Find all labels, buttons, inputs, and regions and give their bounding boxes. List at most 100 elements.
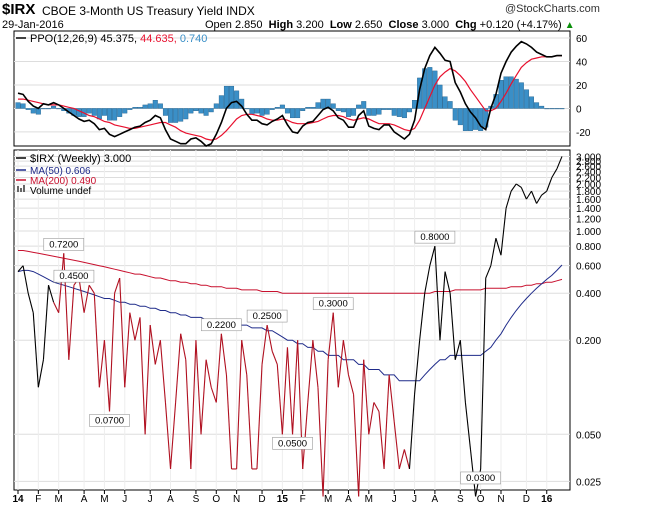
ppo-histogram-bar [208,108,214,113]
ppo-histogram-bar [330,103,336,109]
price-tick-label: 2.000 [576,180,601,191]
brand-watermark: @StockCharts.com [505,3,600,15]
price-segment [266,324,273,352]
ppo-tick-label: 40 [576,58,588,69]
price-segment [144,325,151,435]
ppo-histogram-bar [188,108,194,114]
ppo-histogram-bar [229,85,235,109]
ppo-histogram-bar [549,108,555,110]
ppo-histogram-bar [20,103,26,109]
x-tick-label: F [35,494,41,505]
ma200-line [18,250,563,294]
price-segment [58,253,65,313]
ppo-histogram-bar [534,102,540,109]
ppo-histogram-bar [132,107,138,109]
ppo-histogram-bar [178,108,184,122]
ma50-legend: MA(50) 0.606 [30,166,91,177]
price-segment [408,394,416,469]
close-value: 3.000 [421,19,450,31]
ppo-histogram-bar [320,98,326,109]
price-segment [22,265,29,294]
open-value: 2.850 [234,19,263,31]
price-segment [291,340,299,435]
price-segment [256,364,263,469]
ppo-histogram-bar [315,102,321,109]
ppo-histogram-bar [478,108,484,131]
price-segment [53,302,60,313]
ppo-histogram-bar [544,108,550,110]
price-segment [454,340,461,360]
price-segment [505,190,512,209]
ppo-histogram-bar [91,108,97,116]
price-segment [98,340,105,388]
price-segment [159,340,166,403]
price-segment [480,278,487,469]
x-tick-label: 15 [277,494,289,505]
price-segment [180,333,187,360]
price-segment [327,312,334,360]
ppo-histogram-bar [46,108,51,110]
price-segment [439,271,446,341]
x-tick-label: S [193,494,200,505]
price-annotation-box [312,297,354,311]
price-tick-label: 2.200 [576,174,601,185]
price-segment [536,194,543,204]
ppo-histogram-bar [213,103,219,109]
price-segment [276,364,283,435]
ppo-histogram-bar [76,108,82,117]
x-tick-label: 16 [541,494,553,505]
ppo-tick-label: 0 [576,104,582,115]
price-segment [388,374,395,422]
price-annotation-box [246,309,288,323]
ppo-histogram-bar [279,104,285,109]
price-segment [378,411,385,470]
ppo-tick-label: -20 [576,128,591,139]
price-segment [215,333,222,403]
ppo-histogram-bar [269,108,275,110]
price-segment [93,293,100,388]
ppo-histogram-bar [56,108,62,110]
price-segment [434,246,441,341]
price-tick-label: 2.400 [576,168,601,179]
price-segment [546,177,553,192]
ppo-histogram-bar [157,103,163,109]
price-segment [261,325,268,365]
ppo-histogram-bar [518,82,524,109]
price-segment [78,277,85,313]
price-tick-label: 2.600 [576,162,601,173]
x-tick-label: M [55,494,63,505]
ppo-histogram-bar [467,108,473,131]
ppo-histogram-bar [142,104,148,109]
x-tick-label: F [300,494,306,505]
high-value: 3.200 [296,19,324,31]
x-tick-label: A [345,494,352,505]
ppo-histogram-bar [340,108,346,113]
price-segment [124,312,131,388]
x-tick-label: M [324,494,332,505]
price-segment [510,183,517,192]
ppo-histogram-bar [386,108,392,110]
ppo-histogram-bar [15,102,21,109]
x-tick-label: S [457,494,464,505]
price-segment [495,238,502,256]
price-segment [68,285,75,360]
ppo-histogram-bar [51,105,57,109]
price-segment [241,340,248,375]
symbol: $IRX [2,1,36,18]
price-annotation: 0.7200 [49,239,78,250]
x-tick-label: A [81,494,88,505]
price-segment [210,387,217,403]
x-tick-label: D [258,494,265,505]
price-segment [393,421,400,470]
price-annotation-box [53,269,95,283]
ppo-histogram-bar [513,78,519,109]
quote-line: Open 2.850 High 3.200 Low 2.650 Close 3.… [205,19,575,31]
ppo-histogram-bar [300,108,306,111]
price-tick-label: 0.400 [576,289,601,300]
ppo-histogram-bar [147,103,153,109]
ppo-histogram-bar [117,108,123,117]
x-tick-label: A [167,494,174,505]
x-tick-label: 14 [12,494,24,505]
price-segment [337,340,344,388]
ppo-histogram-bar [529,96,534,109]
